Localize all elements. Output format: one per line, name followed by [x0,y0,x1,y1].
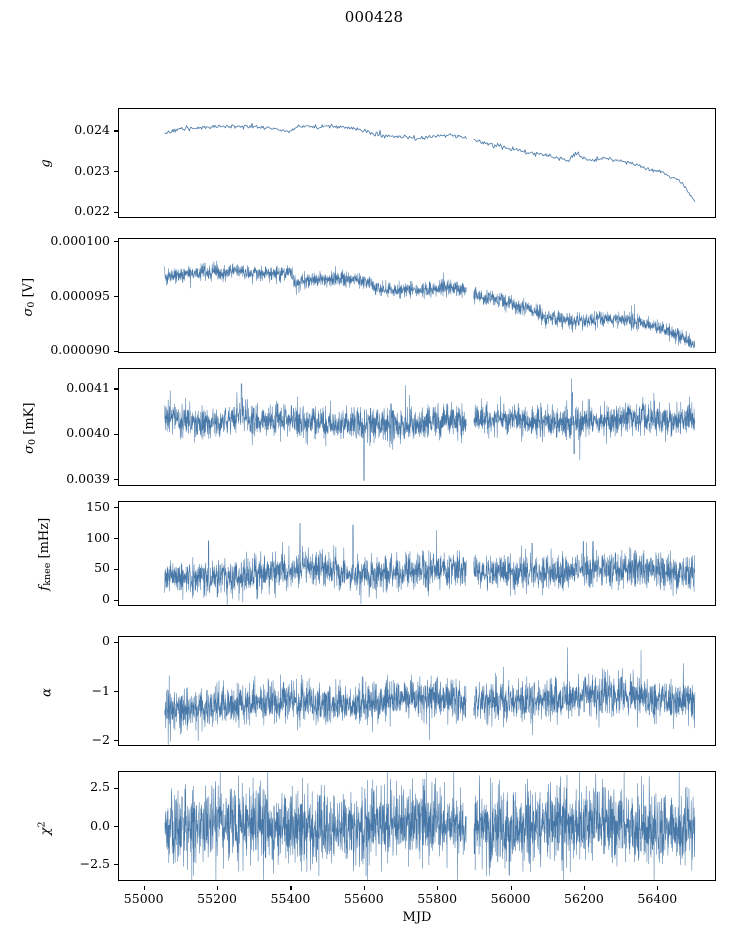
panel-sigma0-mk-plot [164,378,696,481]
y-tick-mark [114,241,118,243]
y-tick-mark [114,433,118,435]
y-tick-label: 0.0 [90,817,110,833]
panel-sigma0-mk [118,368,716,486]
panel-sigma0-v [118,238,716,353]
y-tick-label: 0.022 [74,203,110,219]
panel-g-plot [164,122,696,202]
x-tick-mark [510,886,512,890]
panel-fknee [118,501,716,606]
y-tick-label: 0.000095 [50,287,110,303]
x-tick-label: 55000 [123,891,164,906]
y-tick-mark [114,130,118,132]
x-tick-label: 55800 [417,891,458,906]
x-tick-mark [657,886,659,890]
y-tick-mark [114,538,118,540]
panel-fknee-plot [164,522,696,605]
y-tick-mark [114,171,118,173]
y-tick-label: 0.023 [74,162,110,178]
y-tick-label: 0 [102,591,110,607]
x-tick-mark [363,886,365,890]
page-title: 000428 [344,8,404,26]
y-tick-mark [114,479,118,481]
x-tick-label: 55600 [343,891,384,906]
y-tick-mark [114,350,118,352]
y-tick-label: 2.5 [90,779,110,795]
y-tick-label: 150 [86,498,110,514]
y-tick-mark [114,787,118,789]
panel-g-ylabel: g [38,159,54,168]
y-tick-label: 0.0041 [66,379,110,395]
x-tick-mark [437,886,439,890]
panel-g [118,108,716,218]
panel-chi2-plot [164,772,696,880]
panel-sigma0-v-plot [164,260,696,349]
x-tick-label: 56000 [490,891,531,906]
y-tick-label: −2.5 [79,855,110,871]
y-tick-label: 0.0040 [66,425,110,441]
y-tick-label: 0.000100 [50,232,110,248]
x-tick-mark [217,886,219,890]
y-tick-mark [114,296,118,298]
x-tick-mark [143,886,145,890]
y-tick-mark [114,826,118,828]
y-tick-mark [114,388,118,390]
y-tick-label: 0.0039 [66,470,110,486]
x-axis-label: MJD [402,910,432,925]
panel-chi2 [118,771,716,881]
y-tick-label: −1 [91,682,110,698]
panel-alpha-plot [164,647,696,745]
x-tick-label: 56400 [637,891,678,906]
y-tick-mark [114,864,118,866]
x-axis-ticks: 55000 55200 55400 55600 55800 56000 56200 56400 [118,886,716,906]
y-tick-label: 50 [94,560,110,576]
panel-alpha [118,636,716,746]
y-tick-mark [114,740,118,742]
y-tick-label: −2 [91,731,110,747]
x-tick-label: 56200 [564,891,604,906]
y-tick-label: 100 [86,529,110,545]
y-tick-mark [114,211,118,213]
x-tick-label: 55200 [197,891,237,906]
y-tick-mark [114,568,118,571]
y-tick-mark [114,641,118,643]
y-tick-label: 0.000090 [50,342,110,358]
y-tick-label: 0 [102,633,110,649]
x-tick-mark [583,886,586,890]
y-tick-mark [114,691,118,693]
x-tick-mark [290,886,292,890]
y-tick-mark [114,507,118,509]
y-tick-mark [114,599,118,601]
x-tick-label: 55400 [270,891,311,906]
y-tick-label: 0.024 [74,121,110,137]
